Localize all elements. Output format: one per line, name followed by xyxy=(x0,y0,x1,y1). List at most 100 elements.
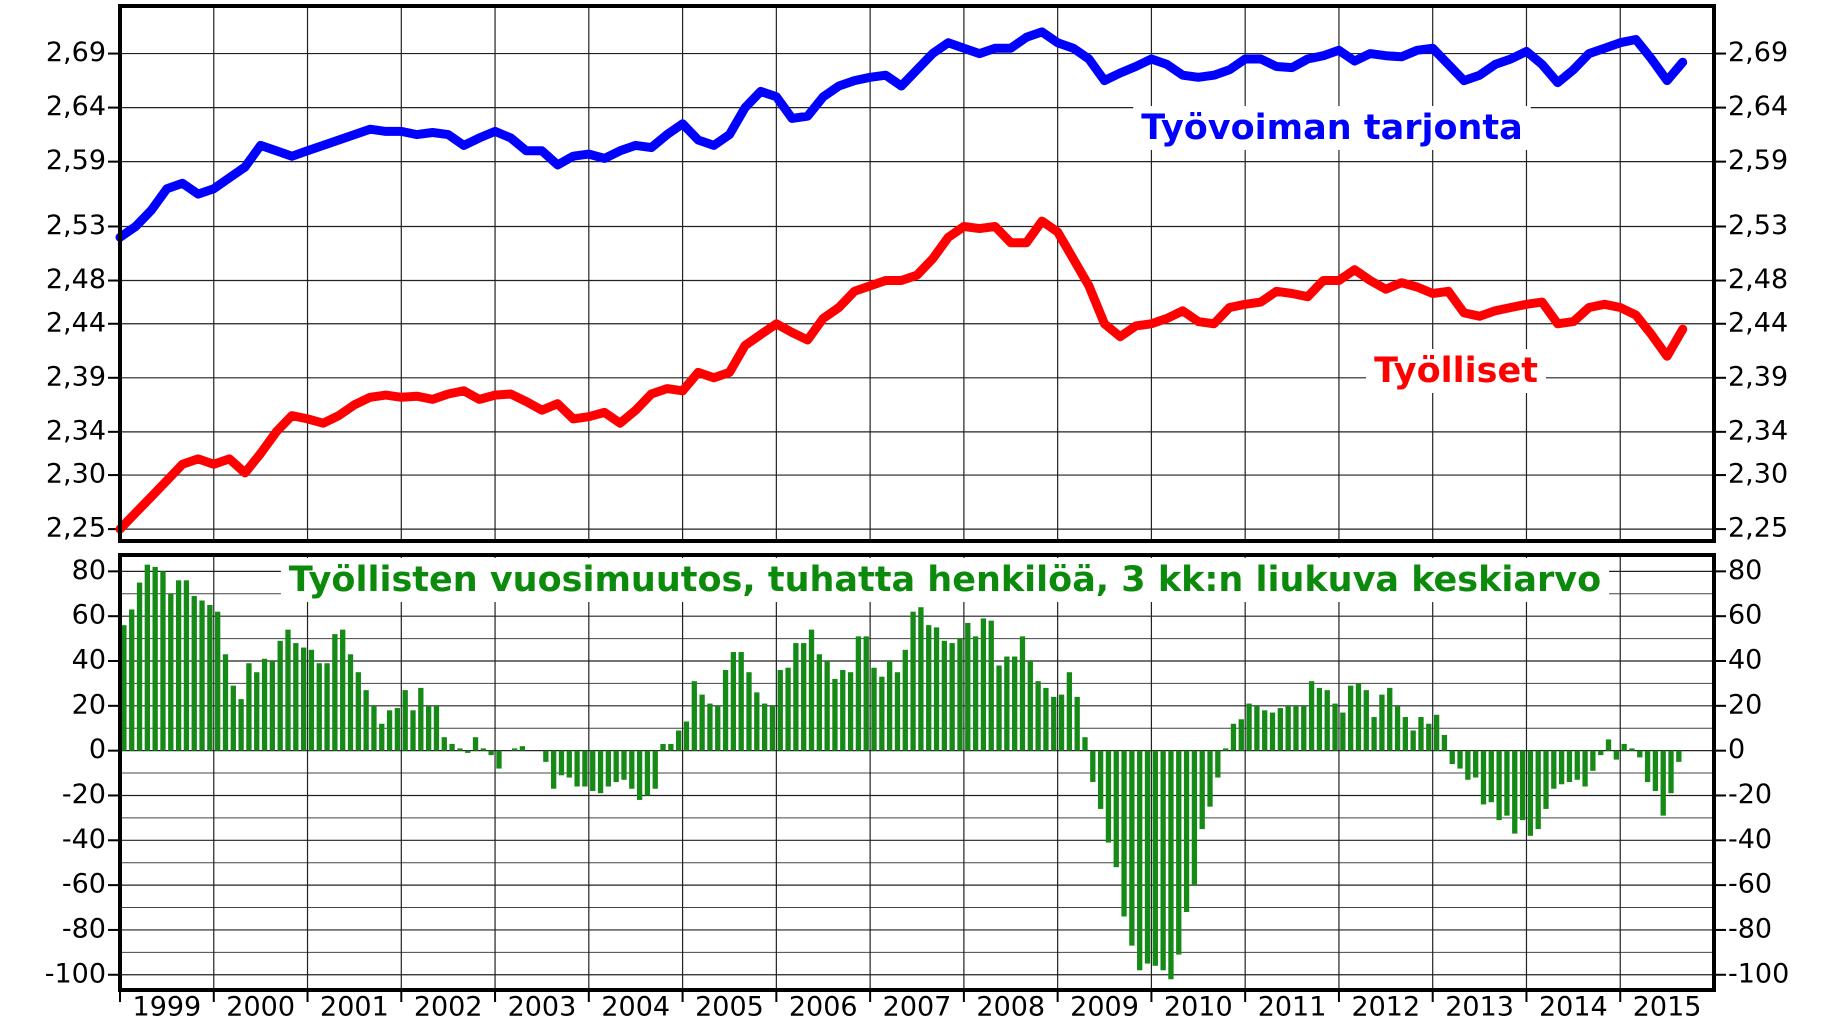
bar xyxy=(144,564,151,751)
bar xyxy=(566,750,572,778)
bar xyxy=(449,743,455,751)
y2-tick-label: 0 xyxy=(1728,734,1745,765)
bar xyxy=(1410,730,1416,751)
y-tick-label: 2,59 xyxy=(46,145,106,176)
bar xyxy=(1277,708,1283,751)
bar xyxy=(222,654,229,751)
bar xyxy=(1207,750,1213,807)
bar xyxy=(1465,750,1471,780)
bar xyxy=(1621,743,1627,751)
bar xyxy=(1394,705,1401,751)
bar xyxy=(379,723,385,751)
y2-tick-label: 2,59 xyxy=(1728,145,1788,176)
bar xyxy=(1183,750,1190,913)
bar xyxy=(1293,705,1299,751)
y2-tick-label: -80 xyxy=(1728,913,1772,944)
bar xyxy=(1160,750,1166,971)
y2-tick-label: -20 xyxy=(1728,779,1772,810)
bar xyxy=(746,672,752,751)
bar xyxy=(1137,750,1143,971)
bar xyxy=(1457,750,1463,769)
bar xyxy=(1285,705,1291,751)
bar xyxy=(801,643,807,751)
bar xyxy=(543,750,549,762)
bar xyxy=(1066,672,1073,751)
y2-tick-label: 20 xyxy=(1728,689,1762,720)
bar xyxy=(957,638,963,751)
bar xyxy=(316,663,322,751)
bar xyxy=(324,663,330,751)
bar xyxy=(621,750,627,780)
x-tick-label: 1999 xyxy=(133,992,202,1023)
x-tick-label: 2005 xyxy=(695,992,764,1023)
bar xyxy=(1238,719,1244,751)
bar xyxy=(1348,685,1354,751)
x-tick-label: 2012 xyxy=(1351,992,1420,1023)
bar xyxy=(1379,694,1385,751)
bar xyxy=(1230,723,1237,751)
bar xyxy=(816,654,822,751)
bar xyxy=(824,661,830,751)
bar xyxy=(488,750,494,756)
bar xyxy=(1176,750,1182,955)
bar xyxy=(941,640,948,751)
bar xyxy=(1363,690,1369,751)
y-tick-label: 2,25 xyxy=(46,513,106,544)
bar xyxy=(1152,750,1158,966)
bar xyxy=(1058,694,1065,751)
x-tick-label: 2015 xyxy=(1633,992,1702,1023)
bar xyxy=(1480,750,1487,805)
bar xyxy=(1512,750,1518,834)
x-tick-label: 2013 xyxy=(1445,992,1514,1023)
bar xyxy=(847,672,854,751)
bar xyxy=(238,699,244,751)
bar xyxy=(808,629,815,751)
y2-tick-label: 2,30 xyxy=(1728,459,1788,490)
bar xyxy=(582,750,588,787)
y-tick-label: -80 xyxy=(62,913,106,944)
plot-background xyxy=(120,555,1714,990)
plot-frame xyxy=(118,4,1716,543)
bar xyxy=(1558,750,1565,785)
bar xyxy=(1504,750,1510,816)
bar xyxy=(660,743,666,751)
bar xyxy=(1090,750,1096,783)
bar xyxy=(574,750,580,787)
bar xyxy=(269,661,276,751)
bar xyxy=(980,618,987,751)
y-tick-label: 2,44 xyxy=(46,307,106,338)
y-tick-label: -40 xyxy=(62,824,106,855)
bar xyxy=(1598,750,1604,756)
y-tick-label: 2,69 xyxy=(46,37,106,68)
bar xyxy=(1637,750,1643,758)
bar xyxy=(347,654,354,751)
bar xyxy=(355,672,361,751)
bar xyxy=(175,580,182,751)
bar xyxy=(1316,687,1323,751)
bar xyxy=(1191,750,1198,886)
bar xyxy=(1246,703,1252,751)
bar xyxy=(926,625,932,751)
y2-tick-label: 40 xyxy=(1728,645,1762,676)
bar xyxy=(1488,750,1494,803)
bar xyxy=(1582,750,1588,787)
bar xyxy=(605,750,612,787)
bar xyxy=(472,737,479,751)
bar xyxy=(207,604,213,751)
y2-tick-label: 2,69 xyxy=(1728,37,1788,68)
bar xyxy=(1387,687,1393,751)
bar xyxy=(1308,681,1315,751)
bar xyxy=(425,705,432,751)
y2-tick-label: 2,39 xyxy=(1728,361,1788,392)
bar xyxy=(738,652,744,751)
x-tick-label: 2002 xyxy=(414,992,483,1023)
bar xyxy=(496,750,502,769)
bar xyxy=(590,750,596,791)
y-tick-label: -60 xyxy=(62,869,106,900)
y-tick-label: 0 xyxy=(89,734,106,765)
bar xyxy=(965,622,971,751)
bar xyxy=(879,676,885,751)
x-tick-label: 2003 xyxy=(508,992,577,1023)
x-tick-label: 2011 xyxy=(1258,992,1327,1023)
y2-tick-label: -60 xyxy=(1728,869,1772,900)
